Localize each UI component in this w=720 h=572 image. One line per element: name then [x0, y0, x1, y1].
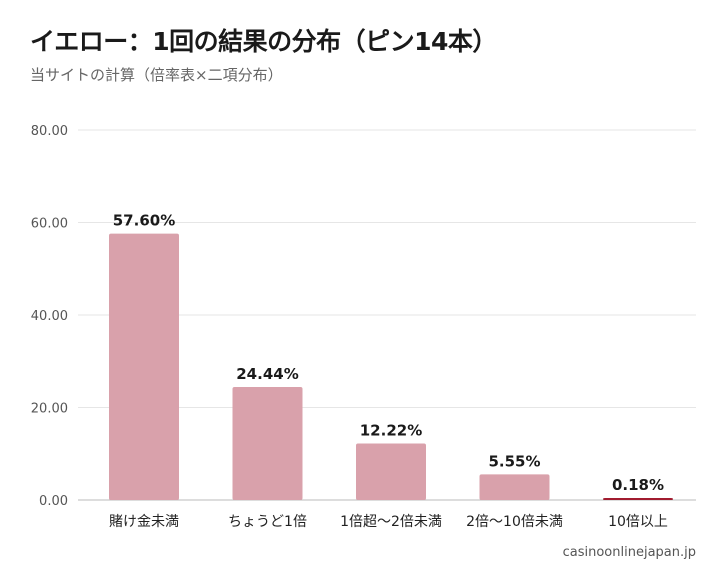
data-label: 24.44% [236, 365, 298, 383]
source-credit: casinoonlinejapan.jp [562, 545, 696, 560]
bar [232, 386, 303, 500]
bar [109, 233, 179, 500]
y-tick-label: 20.00 [31, 402, 68, 417]
y-tick-label: 0.00 [39, 494, 68, 509]
bar [479, 474, 550, 500]
y-axis-ticks: 0.00 20.00 40.00 60.00 80.00 [31, 124, 68, 509]
x-tick-label: 1倍超〜2倍未満 [340, 514, 442, 530]
data-label: 0.18% [612, 476, 664, 494]
data-label: 5.55% [488, 452, 540, 470]
chart-title: イエロー：1回の結果の分布（ピン14本） [30, 27, 497, 56]
x-tick-label: 2倍〜10倍未満 [466, 514, 563, 530]
x-axis-ticks: 賭け金未満 ちょうど1倍 1倍超〜2倍未満 2倍〜10倍未満 10倍以上 [109, 514, 668, 530]
data-label: 12.22% [360, 421, 422, 439]
y-tick-label: 60.00 [31, 217, 68, 232]
x-tick-label: ちょうど1倍 [228, 514, 307, 530]
x-tick-label: 賭け金未満 [109, 514, 179, 530]
x-tick-label: 10倍以上 [608, 514, 668, 530]
bars [109, 233, 673, 500]
data-label: 57.60% [113, 212, 175, 230]
y-tick-label: 80.00 [31, 124, 68, 139]
data-labels: 57.60% 24.44% 12.22% 5.55% 0.18% [113, 212, 664, 494]
bar [603, 498, 673, 500]
chart-subtitle: 当サイトの計算（倍率表×二項分布） [30, 66, 283, 84]
bar [356, 443, 426, 500]
y-tick-label: 40.00 [31, 309, 68, 324]
